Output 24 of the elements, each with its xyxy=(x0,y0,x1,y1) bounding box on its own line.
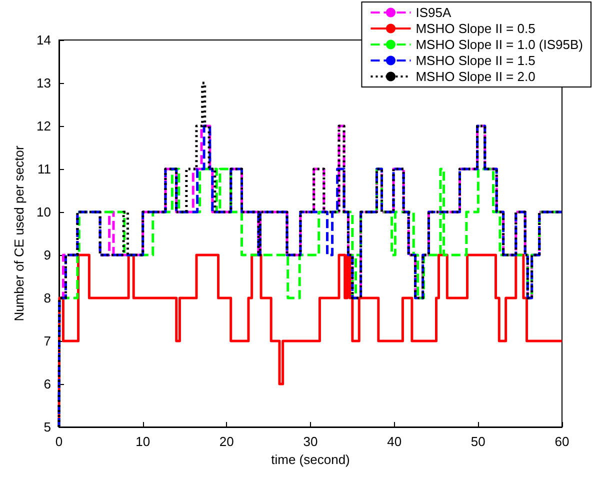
legend-label: MSHO Slope II = 0.5 xyxy=(416,21,536,36)
y-tick-label: 7 xyxy=(44,334,51,348)
y-axis-title: Number of CE used per sector xyxy=(12,145,27,322)
legend-label: MSHO Slope II = 2.0 xyxy=(416,69,536,84)
x-tick-label: 0 xyxy=(55,434,63,449)
x-axis-title: time (second) xyxy=(271,452,350,467)
y-tick-label: 13 xyxy=(36,76,51,90)
legend-label: IS95A xyxy=(416,5,452,20)
legend-label: MSHO Slope II = 1.0 (IS95B) xyxy=(416,37,584,52)
y-tick-label: 12 xyxy=(36,118,51,134)
x-tick-label: 40 xyxy=(387,434,402,449)
x-tick-label: 60 xyxy=(554,434,570,449)
x-tick-label: 30 xyxy=(303,434,318,449)
y-tick-label: 14 xyxy=(36,32,51,48)
y-tick-label: 5 xyxy=(44,420,51,434)
y-tick-label: 11 xyxy=(38,162,51,176)
y-tick-label: 6 xyxy=(44,376,51,392)
y-tick-label: 9 xyxy=(44,248,51,262)
x-tick-label: 20 xyxy=(219,434,234,449)
y-tick-label: 10 xyxy=(36,204,51,220)
y-tick-label: 8 xyxy=(44,290,51,306)
legend-label: MSHO Slope II = 1.5 xyxy=(416,53,536,68)
x-tick-label: 10 xyxy=(136,434,150,449)
x-tick-label: 50 xyxy=(470,434,486,449)
